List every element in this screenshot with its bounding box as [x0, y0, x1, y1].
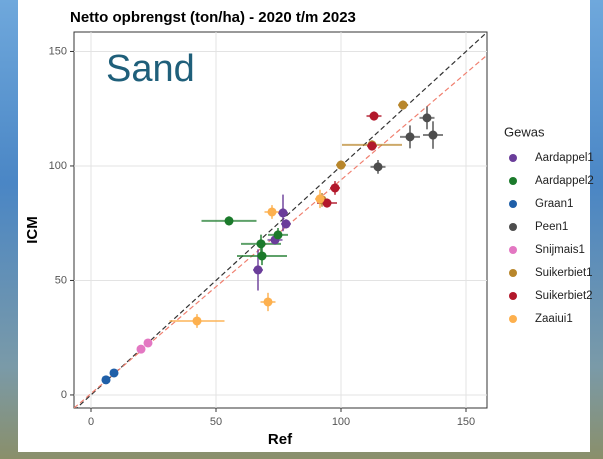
chart: Netto opbrengst (ton/ha) - 2020 t/m 2023… — [0, 0, 603, 459]
legend-swatch — [509, 223, 517, 231]
x-tick-label: 100 — [332, 416, 350, 428]
point — [110, 368, 119, 377]
point — [316, 194, 325, 203]
point — [254, 265, 263, 274]
point — [423, 113, 432, 122]
chart-title: Netto opbrengst (ton/ha) - 2020 t/m 2023 — [70, 9, 356, 26]
legend-label: Graan1 — [535, 198, 573, 210]
y-tick-label: 50 — [55, 274, 67, 286]
point — [337, 161, 346, 170]
point — [368, 142, 377, 151]
legend-swatch — [509, 246, 517, 254]
legend-swatch — [509, 292, 517, 300]
point — [225, 216, 234, 225]
y-tick-label: 100 — [49, 160, 67, 172]
point — [137, 345, 146, 354]
legend-title: Gewas — [504, 124, 545, 139]
legend-swatch — [509, 177, 517, 185]
page: {"chart_data": {"type": "scatter", "titl… — [0, 0, 603, 459]
y-tick-label: 0 — [61, 389, 67, 401]
point — [331, 183, 340, 192]
point — [370, 112, 379, 121]
point — [102, 375, 111, 384]
legend-label: Zaaiui1 — [535, 313, 573, 325]
point — [274, 230, 283, 239]
x-tick-label: 150 — [457, 416, 475, 428]
point — [258, 251, 267, 260]
point — [429, 131, 438, 140]
annotation: Sand — [106, 48, 195, 90]
legend-label: Suikerbiet2 — [535, 290, 593, 302]
legend-label: Snijmais1 — [535, 244, 585, 256]
y-tick-label: 150 — [49, 45, 67, 57]
legend-label: Suikerbiet1 — [535, 267, 593, 279]
point — [374, 162, 383, 171]
point — [268, 207, 277, 216]
x-axis-label: Ref — [268, 431, 293, 448]
point — [257, 239, 266, 248]
point — [399, 101, 408, 110]
point — [193, 316, 202, 325]
legend-swatch — [509, 154, 517, 162]
x-tick-label: 50 — [210, 416, 222, 428]
point — [264, 297, 273, 306]
point — [279, 208, 288, 217]
legend-swatch — [509, 200, 517, 208]
legend-label: Peen1 — [535, 221, 568, 233]
x-tick-label: 0 — [88, 416, 94, 428]
point — [406, 132, 415, 141]
point — [144, 338, 153, 347]
legend-label: Aardappel1 — [535, 152, 594, 164]
point — [282, 219, 291, 228]
y-axis-label: ICM — [24, 216, 41, 244]
legend-swatch — [509, 269, 517, 277]
legend-label: Aardappel2 — [535, 175, 594, 187]
legend-swatch — [509, 315, 517, 323]
